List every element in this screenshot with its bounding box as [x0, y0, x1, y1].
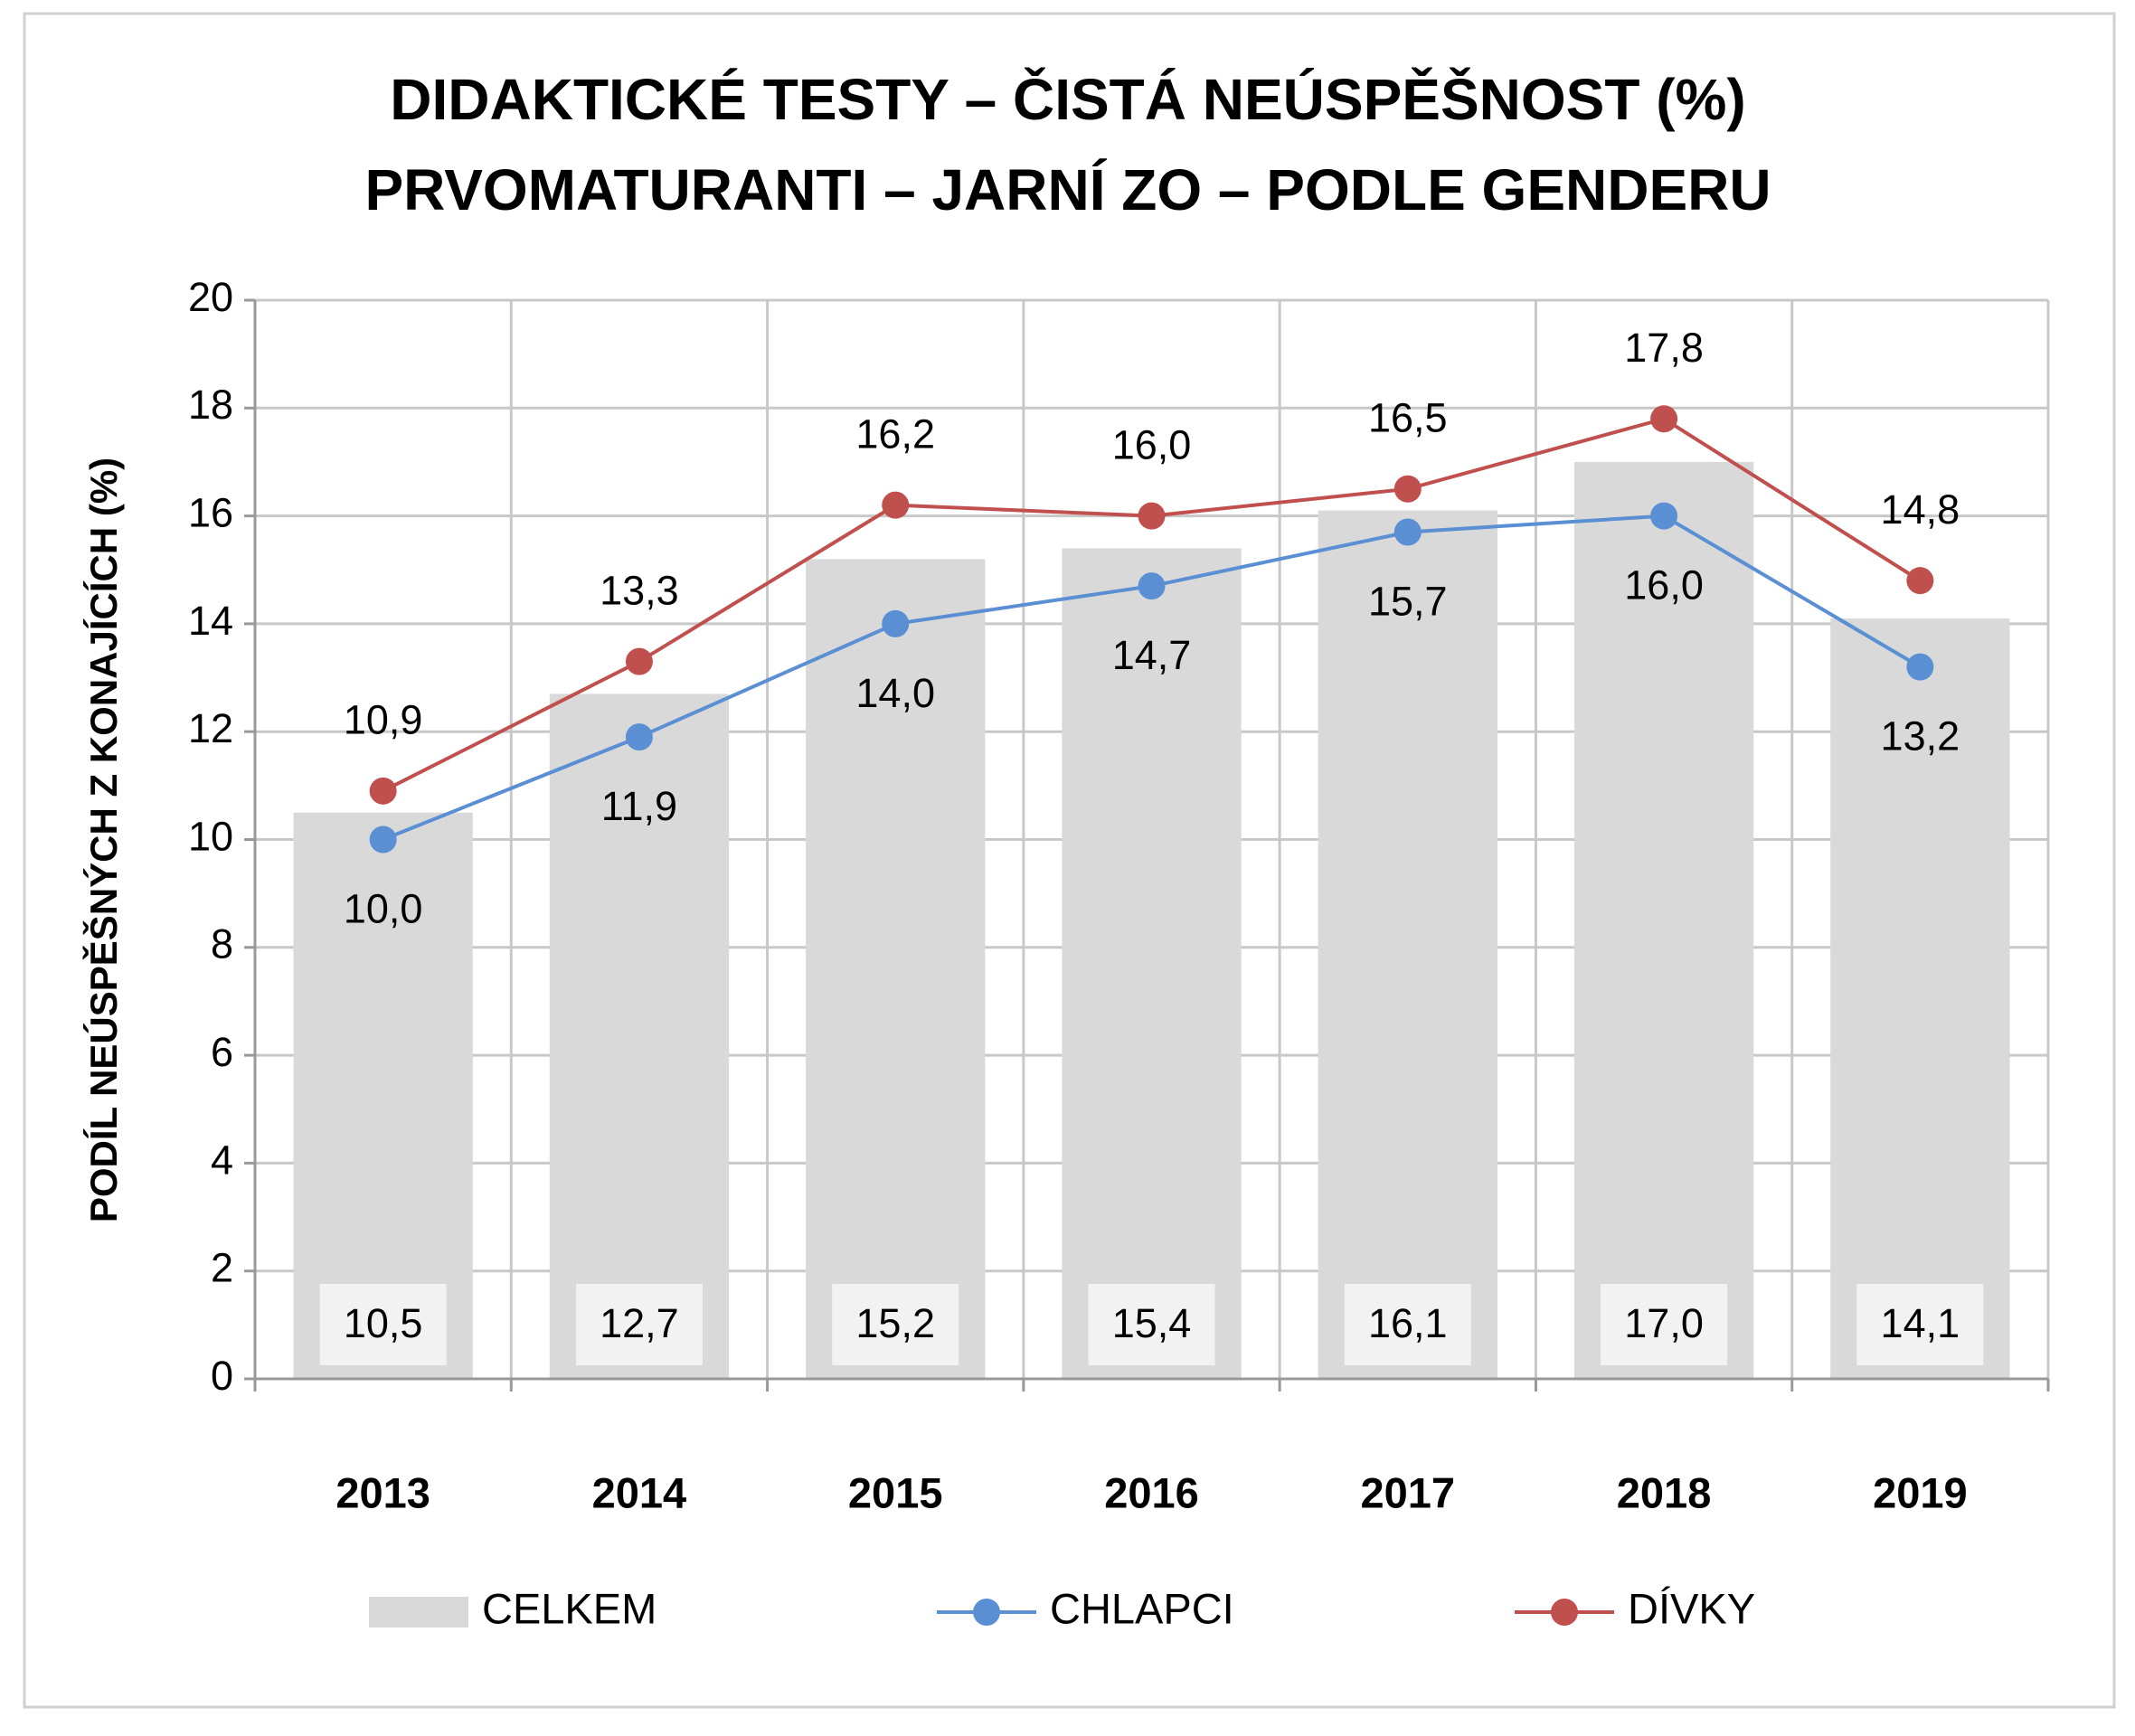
marker: [1393, 475, 1422, 503]
data-label: 11,9: [601, 783, 677, 829]
data-label: 13,2: [1881, 713, 1960, 760]
y-tick-label: 16: [188, 489, 233, 535]
x-tick-label: 2018: [1617, 1468, 1712, 1516]
data-label: 10,5: [344, 1300, 423, 1346]
y-axis-title: PODÍL NEÚSPĚŠNÝCH Z KONAJÍCÍCH (%): [81, 458, 125, 1222]
marker: [882, 491, 910, 519]
bar: [806, 559, 986, 1379]
x-tick-label: 2017: [1361, 1468, 1456, 1516]
bar: [549, 693, 730, 1379]
y-tick-label: 8: [211, 921, 233, 967]
y-tick-label: 0: [211, 1353, 233, 1399]
data-label: 15,2: [855, 1300, 935, 1346]
marker: [882, 609, 910, 637]
data-label: 13,3: [600, 568, 679, 614]
y-tick-label: 14: [188, 598, 233, 644]
data-label: 14,0: [855, 670, 935, 716]
bar: [1573, 461, 1754, 1379]
marker: [625, 647, 653, 675]
legend-label: CELKEM: [482, 1584, 657, 1632]
legend-swatch: [1551, 1599, 1578, 1626]
label-box: [1344, 1284, 1471, 1365]
y-tick-label: 18: [188, 382, 233, 428]
y-tick-label: 6: [211, 1029, 233, 1075]
x-tick-label: 2016: [1104, 1468, 1199, 1516]
data-label: 12,7: [600, 1300, 679, 1346]
data-label: 16,2: [855, 411, 935, 458]
data-label: 16,5: [1368, 395, 1448, 441]
label-box: [1601, 1284, 1728, 1365]
marker: [1138, 502, 1166, 530]
data-label: 17,8: [1624, 325, 1704, 371]
label-box: [832, 1284, 959, 1365]
y-tick-label: 4: [211, 1137, 233, 1183]
label-box: [1856, 1284, 1984, 1365]
chart-title: DIDAKTICKÉ TESTY – ČISTÁ NEÚSPĚŠNOST (%): [390, 66, 1745, 132]
bar: [1318, 510, 1497, 1379]
marker: [369, 777, 397, 805]
x-tick-label: 2015: [848, 1468, 943, 1516]
marker: [1650, 502, 1678, 530]
marker: [1906, 567, 1934, 595]
data-label: 15,4: [1112, 1300, 1192, 1346]
y-tick-label: 10: [188, 813, 233, 859]
data-label: 16,0: [1112, 421, 1192, 467]
data-label: 15,7: [1368, 578, 1448, 624]
marker: [1650, 405, 1678, 433]
data-label: 17,0: [1624, 1300, 1704, 1346]
legend-swatch: [973, 1599, 1000, 1626]
marker: [1906, 653, 1934, 681]
x-tick-label: 2019: [1873, 1468, 1968, 1516]
data-label: 10,0: [344, 885, 423, 931]
data-label: 14,7: [1112, 632, 1192, 678]
y-tick-label: 2: [211, 1245, 233, 1291]
chart-title: PRVOMATURANTI – JARNÍ ZO – PODLE GENDERU: [364, 157, 1771, 222]
label-box: [1088, 1284, 1215, 1365]
data-label: 16,1: [1368, 1300, 1448, 1346]
legend-swatch: [369, 1597, 468, 1628]
marker: [1393, 518, 1422, 546]
legend-label: CHLAPCI: [1050, 1584, 1234, 1632]
legend-label: DÍVKY: [1628, 1584, 1755, 1632]
bar: [1062, 548, 1242, 1379]
x-tick-label: 2014: [592, 1468, 687, 1516]
y-tick-label: 12: [188, 705, 233, 751]
data-label: 10,9: [344, 697, 423, 743]
y-tick-label: 20: [188, 274, 233, 320]
marker: [369, 826, 397, 854]
marker: [625, 723, 653, 751]
x-tick-label: 2013: [335, 1468, 430, 1516]
label-box: [319, 1284, 447, 1365]
data-label: 14,8: [1881, 486, 1960, 533]
bar: [1830, 618, 2010, 1379]
marker: [1138, 572, 1166, 600]
data-label: 16,0: [1624, 561, 1704, 608]
label-box: [575, 1284, 703, 1365]
data-label: 14,1: [1881, 1300, 1960, 1346]
